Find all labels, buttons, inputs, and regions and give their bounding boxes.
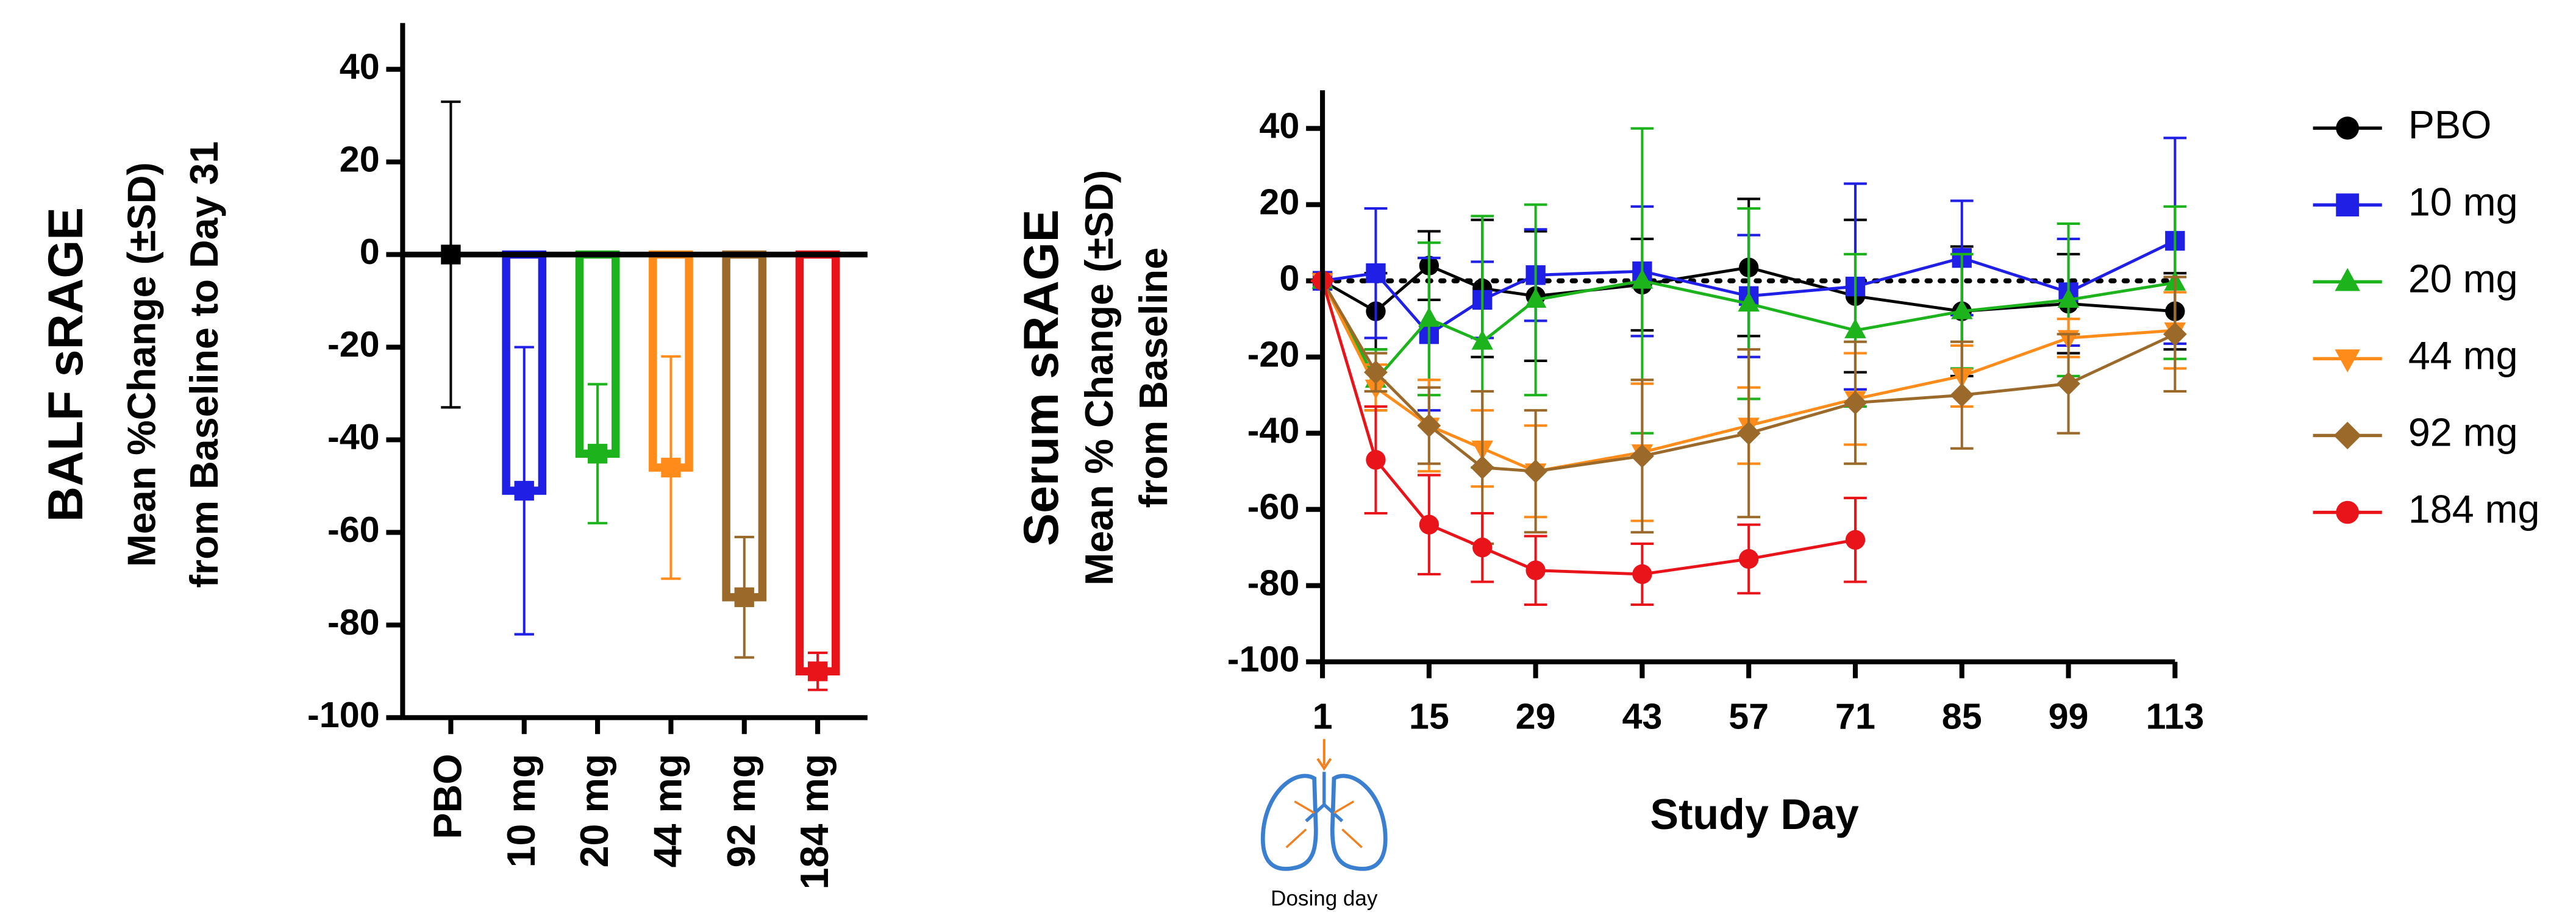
marker	[1366, 263, 1386, 283]
x-tick-label: 85	[1942, 696, 1982, 737]
y-tick-label: -20	[327, 324, 380, 365]
legend-label: PBO	[2408, 102, 2492, 147]
marker	[1471, 330, 1494, 350]
marker	[2163, 322, 2187, 346]
marker	[661, 457, 681, 478]
marker	[2336, 116, 2360, 140]
y-tick-label: -20	[1247, 333, 1300, 374]
legend-label: 92 mg	[2408, 410, 2518, 455]
x-tick-label: 43	[1622, 696, 1662, 737]
y-tick-label: -100	[307, 694, 380, 735]
y-tick-label: -80	[327, 602, 380, 642]
x-tick-label: 92 mg	[719, 754, 763, 868]
marker	[807, 661, 828, 681]
marker	[1524, 288, 1547, 308]
marker	[1950, 299, 1973, 319]
legend-label: 184 mg	[2408, 487, 2540, 532]
y-tick-label: 40	[1259, 105, 1299, 146]
marker	[2335, 268, 2360, 291]
y-axis-label: Mean %Change (±SD)	[119, 162, 163, 567]
y-tick-label: 0	[1279, 257, 1299, 298]
marker	[587, 444, 608, 464]
legend-label: 44 mg	[2408, 333, 2518, 377]
y-axis-label: BALF sRAGE	[38, 207, 93, 522]
bar	[795, 250, 840, 676]
marker	[1524, 459, 1548, 483]
marker	[734, 587, 754, 607]
y-tick-label: 20	[340, 138, 380, 179]
marker	[1739, 549, 1759, 569]
marker	[2335, 349, 2360, 373]
marker	[1950, 383, 1974, 407]
marker	[2333, 421, 2361, 450]
marker	[2336, 500, 2360, 524]
y-axis-label: from Baseline to Day 31	[182, 141, 226, 588]
y-axis-label: Mean % Change (±SD)	[1077, 170, 1121, 586]
y-axis-label: Serum sRAGE	[1014, 209, 1069, 546]
dosing-icon	[1260, 739, 1388, 871]
legend-label: 20 mg	[2408, 256, 2518, 301]
x-tick-label: 57	[1729, 696, 1769, 737]
y-axis-label: from Baseline	[1131, 247, 1176, 508]
x-tick-label: 99	[2049, 696, 2089, 737]
marker	[1472, 538, 1493, 558]
y-tick-label: -40	[1247, 410, 1300, 450]
marker	[1418, 307, 1440, 327]
x-tick-label: 10 mg	[499, 754, 543, 868]
y-tick-label: 0	[360, 231, 380, 272]
marker	[1419, 514, 1440, 535]
x-tick-label: PBO	[425, 754, 469, 839]
marker	[1364, 360, 1388, 385]
marker	[2057, 372, 2080, 396]
annotation: Dosing day	[1271, 887, 1378, 911]
x-tick-label: 29	[1516, 696, 1556, 737]
marker	[2057, 288, 2080, 308]
marker	[1738, 291, 1760, 312]
x-tick-label: 15	[1409, 696, 1449, 737]
marker	[1366, 450, 1386, 470]
y-tick-label: -60	[1247, 486, 1300, 527]
y-tick-label: -80	[1247, 562, 1300, 603]
x-axis-label: Study Day	[1650, 791, 1859, 838]
marker	[1632, 564, 1652, 585]
x-tick-label: 1	[1313, 696, 1333, 737]
marker	[1736, 421, 1761, 446]
x-tick-label: 44 mg	[645, 754, 690, 868]
marker	[2336, 193, 2360, 217]
y-tick-label: -60	[327, 509, 380, 550]
x-tick-label: 71	[1835, 696, 1875, 737]
y-tick-label: -40	[327, 416, 380, 457]
series-line	[1321, 280, 1856, 576]
y-tick-label: 40	[340, 46, 380, 87]
marker	[514, 480, 534, 501]
marker	[1525, 560, 1546, 580]
y-tick-label: 20	[1259, 181, 1299, 222]
marker	[1630, 444, 1654, 468]
x-tick-label: 20 mg	[572, 754, 616, 868]
x-tick-label: 113	[2146, 696, 2204, 737]
marker	[1844, 318, 1866, 338]
marker	[1631, 269, 1654, 289]
marker	[1845, 530, 1866, 550]
legend-label: 10 mg	[2408, 179, 2518, 224]
y-tick-label: -100	[1227, 638, 1300, 679]
x-tick-label: 184 mg	[792, 754, 837, 890]
